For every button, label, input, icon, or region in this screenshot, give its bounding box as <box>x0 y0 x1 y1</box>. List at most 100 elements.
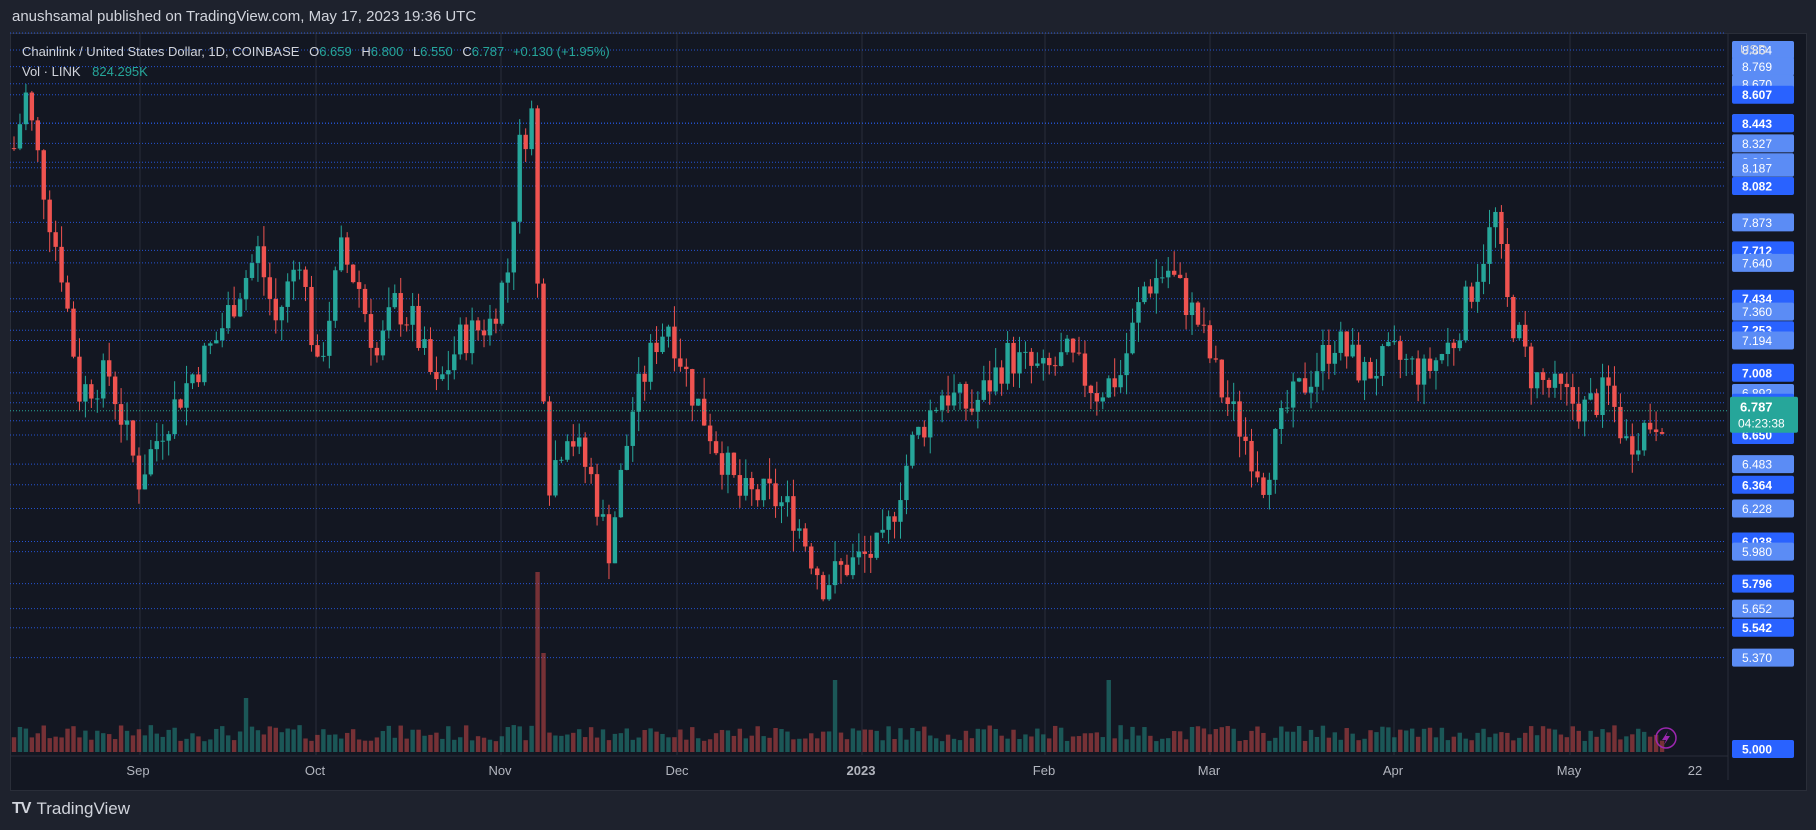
volume-bar <box>1285 731 1290 752</box>
price-label: 8.864 <box>1742 44 1772 58</box>
volume-bar <box>1362 738 1367 752</box>
volume-bar <box>785 731 790 752</box>
volume-bar <box>648 728 653 752</box>
candle-body <box>868 553 873 558</box>
candle-body <box>1475 281 1480 302</box>
volume-bar <box>344 732 350 752</box>
volume-bar <box>1523 732 1528 752</box>
candle-body <box>1439 354 1445 361</box>
volume-bar <box>999 735 1004 752</box>
volume-bar <box>1148 735 1153 752</box>
candle-body <box>690 369 695 406</box>
volume-label[interactable]: Vol · LINK <box>22 64 81 79</box>
volume-bar <box>136 729 142 752</box>
volume-bar <box>713 733 719 752</box>
volume-bar <box>666 737 671 752</box>
candle-body <box>1564 383 1570 388</box>
candle-body <box>154 441 159 450</box>
time-label: 22 <box>1688 763 1702 778</box>
volume-bar <box>374 737 380 752</box>
candle-body <box>1332 352 1338 364</box>
candle-body <box>1612 385 1617 407</box>
tradingview-logo-icon: TV <box>12 800 31 817</box>
price-label: 5.370 <box>1742 651 1772 665</box>
candle-body <box>1142 286 1147 303</box>
volume-bar <box>249 726 255 752</box>
candle-body <box>886 516 891 530</box>
volume-bar <box>1326 737 1332 752</box>
volume-bar <box>630 739 635 752</box>
volume-bar <box>208 739 213 752</box>
candle-body <box>106 360 112 377</box>
candle-body <box>707 425 713 442</box>
currency-label[interactable]: USD <box>1740 42 1768 57</box>
chart-pane[interactable] <box>10 33 1807 791</box>
volume-bar <box>89 739 94 752</box>
candle-body <box>511 221 516 273</box>
candle-body <box>1409 358 1415 360</box>
candle-body <box>577 437 582 447</box>
candle-body <box>273 298 278 321</box>
volume-bar <box>1647 736 1653 752</box>
volume-bar <box>327 734 332 752</box>
candle-body <box>803 528 808 547</box>
candle-body <box>636 373 641 412</box>
candle-body <box>820 575 826 600</box>
candle-body <box>874 532 879 558</box>
volume-bar <box>23 728 29 752</box>
volume-bar <box>868 729 873 752</box>
volume-bar <box>1332 732 1338 752</box>
volume-bar <box>832 680 838 752</box>
candle-body <box>225 305 231 329</box>
volume-bar <box>1320 725 1326 752</box>
candle-body <box>428 339 433 373</box>
volume-bar <box>1642 731 1647 752</box>
volume-bar <box>452 739 457 752</box>
volume-bar <box>618 733 624 752</box>
volume-bar <box>1582 740 1587 752</box>
volume-bar <box>17 726 23 752</box>
symbol-title[interactable]: Chainlink / United States Dollar, 1D, CO… <box>22 44 300 59</box>
volume-bar <box>118 725 124 752</box>
candle-body <box>939 395 945 410</box>
candle-body <box>1088 385 1094 394</box>
volume-bar <box>684 739 689 752</box>
volume-bar <box>1356 740 1361 752</box>
price-label: 5.542 <box>1742 621 1772 635</box>
candle-body <box>493 318 499 324</box>
candle-body <box>481 330 487 336</box>
candle-body <box>1415 358 1421 385</box>
candle-body <box>1052 365 1058 367</box>
volume-bar <box>547 732 552 752</box>
price-label: 7.194 <box>1742 334 1772 348</box>
candle-body <box>1457 340 1462 349</box>
candle-body <box>398 293 403 325</box>
volume-bar <box>945 734 951 752</box>
candle-body <box>1136 302 1141 323</box>
candle-body <box>148 449 154 475</box>
candle-body <box>529 108 534 150</box>
volume-bar <box>1445 740 1451 752</box>
volume-bar <box>1505 732 1510 752</box>
volume-bar <box>755 726 760 752</box>
volume-bar <box>803 738 808 752</box>
candle-body <box>856 551 862 558</box>
candle-body <box>1076 352 1082 354</box>
time-label: Feb <box>1033 763 1055 778</box>
candle-body <box>422 339 427 348</box>
candle-body <box>1070 338 1076 353</box>
candle-body <box>1636 450 1641 455</box>
candle-body <box>517 134 522 222</box>
price-label-bg <box>1732 177 1794 196</box>
volume-bar <box>1546 728 1552 752</box>
candle-body <box>208 343 213 346</box>
candle-body <box>315 345 320 357</box>
volume-bar <box>1094 732 1100 752</box>
candle-body <box>124 420 130 425</box>
candle-body <box>505 272 511 283</box>
candle-body <box>1618 406 1623 439</box>
volume-bar <box>220 726 225 752</box>
candle-body <box>1362 361 1367 381</box>
volume-bar <box>654 731 659 752</box>
